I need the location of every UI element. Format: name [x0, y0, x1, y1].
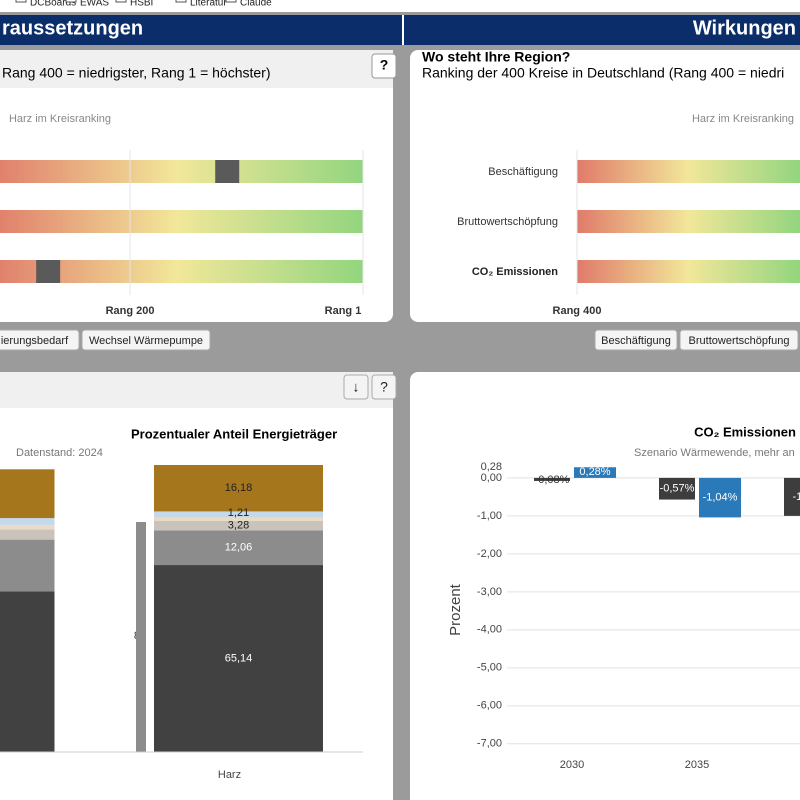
x-tick-label: Rang 400 — [553, 305, 602, 317]
panel-header — [0, 372, 393, 408]
bar-segment — [0, 529, 55, 540]
ranking-bar — [577, 160, 800, 183]
data-label: -0,08% — [535, 474, 570, 486]
button-label[interactable]: Bruttowertschöpfung — [689, 335, 790, 347]
checkbox-label[interactable]: EWAS — [80, 0, 109, 9]
checkbox[interactable] — [175, 0, 187, 3]
ranking-bar — [0, 260, 363, 283]
bar-segment — [154, 511, 323, 518]
data-label: 0,28% — [579, 466, 610, 478]
chart-title: Harz im Kreisranking — [692, 113, 794, 125]
bar-segment — [154, 565, 323, 752]
data-label: -1,04% — [703, 492, 738, 504]
checkbox-label[interactable]: DCBoards — [30, 0, 76, 9]
data-label: 12,06 — [225, 542, 253, 554]
bar-segment — [154, 530, 323, 566]
data-label: 16,18 — [225, 482, 253, 494]
button[interactable] — [371, 374, 397, 400]
header-bar — [0, 15, 800, 45]
panel-subtitle: Rang 400 = niedrigster, Rang 1 = höchste… — [2, 65, 271, 81]
x-tick-label: Rang 200 — [106, 305, 155, 317]
button[interactable] — [343, 374, 369, 400]
checkbox[interactable] — [65, 0, 77, 3]
y-tick-label: -4,00 — [477, 624, 502, 636]
reference-bar — [136, 522, 146, 752]
chart-subtitle: Datenstand: 2024 — [16, 447, 103, 459]
button[interactable] — [679, 329, 799, 351]
bar — [534, 477, 570, 481]
data-label: -0,57% — [660, 483, 695, 495]
checkbox-label[interactable]: Claude — [240, 0, 272, 9]
y-tick-label: -7,00 — [477, 738, 502, 750]
y-tick-label: -3,00 — [477, 586, 502, 598]
chart-title: Harz im Kreisranking — [9, 113, 111, 125]
bar — [574, 467, 616, 478]
y-tick-label: -5,00 — [477, 662, 502, 674]
y-tick-label: -1,00 — [477, 510, 502, 522]
chart-subtitle: Szenario Wärmewende, mehr an — [634, 447, 795, 459]
ranking-bar — [0, 210, 363, 233]
bar-segment — [154, 465, 323, 512]
bar-segment — [0, 518, 55, 526]
chart-title: CO₂ Emissionen — [694, 424, 796, 439]
bar-segment — [0, 525, 55, 530]
bar — [659, 477, 695, 500]
button[interactable] — [81, 329, 211, 351]
checkbox-label[interactable]: HSBI — [130, 0, 153, 9]
panel-subtitle: Ranking der 400 Kreise in Deutschland (R… — [422, 65, 784, 81]
checkbox[interactable] — [115, 0, 127, 3]
bar-segment — [0, 469, 55, 519]
bar-segment — [0, 539, 55, 592]
bar-segment — [154, 517, 323, 522]
checkbox[interactable] — [225, 0, 237, 3]
category-label: CO₂ Emissionen — [472, 266, 558, 278]
help-button[interactable] — [371, 53, 397, 79]
category-label: Beschäftigung — [488, 166, 558, 178]
y-axis-label: Prozent — [447, 583, 464, 636]
y-tick-label: -6,00 — [477, 700, 502, 712]
rank-marker — [36, 260, 61, 283]
section-title: raussetzungen — [2, 17, 143, 39]
chart-title: Prozentualer Anteil Energieträger — [131, 426, 337, 441]
button[interactable] — [594, 329, 678, 351]
y-tick-label: 0,00 — [481, 472, 502, 484]
y-tick-label: 0,28 — [481, 461, 502, 473]
section-title: Wirkungen — [693, 17, 796, 39]
data-label: -1,0 — [793, 491, 800, 503]
x-tick-label: Rang 1 — [325, 305, 362, 317]
x-tick-label: 2035 — [685, 759, 709, 771]
panel-header — [0, 50, 393, 88]
panel — [0, 50, 393, 322]
x-tick-label: Harz — [218, 769, 241, 781]
ranking-bar — [577, 260, 800, 283]
y-tick-label: -2,00 — [477, 548, 502, 560]
help-button-label[interactable]: ? — [380, 57, 389, 73]
bar — [699, 477, 741, 518]
checkbox[interactable] — [15, 0, 27, 3]
button-label[interactable]: Wechsel Wärmepumpe — [89, 335, 203, 347]
checkbox-label[interactable]: Literatur — [190, 0, 227, 9]
bar-segment — [0, 591, 55, 752]
data-label: 1,21 — [228, 507, 249, 519]
ranking-bar — [0, 160, 363, 183]
data-label: 3,28 — [228, 520, 249, 532]
x-tick-label: 2030 — [560, 759, 584, 771]
data-label: 65,14 — [225, 652, 253, 664]
toolbar — [0, 0, 800, 12]
rank-marker — [215, 160, 240, 183]
panel — [410, 50, 800, 322]
bar-segment — [154, 521, 323, 531]
button-label[interactable]: ↓ — [353, 379, 360, 395]
category-label: Bruttowertschöpfung — [457, 216, 558, 228]
button-label[interactable]: Beschäftigung — [601, 335, 671, 347]
plot — [0, 465, 323, 752]
button-label[interactable]: ierungsbedarf — [1, 335, 69, 347]
button-label[interactable]: ? — [380, 379, 388, 395]
ranking-bar — [577, 210, 800, 233]
button[interactable] — [0, 329, 80, 351]
bar — [784, 477, 800, 516]
panel-title: Wo steht Ihre Region? — [422, 49, 570, 65]
